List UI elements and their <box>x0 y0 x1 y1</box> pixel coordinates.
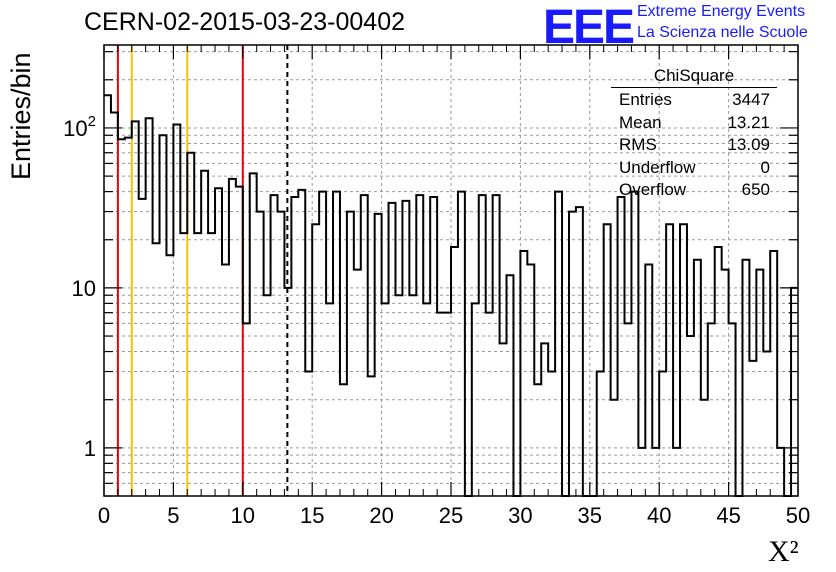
stats-row-entries: Entries 3447 <box>611 90 777 113</box>
x-tick-label: 5 <box>167 503 179 528</box>
x-tick-label: 45 <box>716 503 740 528</box>
histogram-outline <box>104 94 798 497</box>
stats-value: 13.21 <box>727 112 770 132</box>
x-tick-label: 10 <box>231 503 255 528</box>
x-tick-label: 0 <box>98 503 110 528</box>
stats-row-rms: RMS 13.09 <box>611 135 777 158</box>
x-tick-label: 40 <box>647 503 671 528</box>
stats-box: ChiSquare Entries 3447 Mean 13.21 RMS 13… <box>611 66 777 203</box>
stats-value: 13.09 <box>727 135 770 154</box>
stats-row-mean: Mean 13.21 <box>611 113 777 136</box>
stats-value: 0 <box>760 157 770 177</box>
chart-title: CERN-02-2015-03-23-00402 <box>84 8 406 36</box>
y-tick-label: 10 <box>72 276 96 301</box>
stats-label: RMS <box>619 135 657 154</box>
stats-label: Overflow <box>619 180 687 199</box>
x-tick-label: 30 <box>508 503 532 528</box>
y-axis-ticks: 1 10 102 <box>63 51 798 497</box>
x-axis-ticks: 0 5 10 15 20 25 30 35 40 45 50 <box>98 45 810 528</box>
stats-label: Underflow <box>619 157 696 177</box>
stats-row-underflow: Underflow 0 <box>611 158 777 181</box>
stats-value: 3447 <box>732 90 770 109</box>
logo-subtitle-2: La Scienza nelle Scuole <box>637 24 808 41</box>
grid-lines <box>104 45 798 497</box>
eee-logo: EEE <box>543 1 635 54</box>
stats-label: Mean <box>619 112 662 132</box>
x-tick-label: 35 <box>578 503 602 528</box>
logo-subtitle-1: Extreme Energy Events <box>637 3 806 20</box>
y-tick-label: 102 <box>63 113 96 141</box>
x-axis-label: X² <box>768 535 799 568</box>
x-tick-label: 20 <box>369 503 393 528</box>
x-tick-label: 15 <box>300 503 324 528</box>
x-tick-label: 25 <box>439 503 463 528</box>
vertical-marker-lines <box>116 45 289 496</box>
y-axis-label: Entries/bin <box>6 52 36 180</box>
stats-row-overflow: Overflow 650 <box>611 180 777 203</box>
stats-title: ChiSquare <box>611 66 777 88</box>
y-tick-label: 1 <box>84 436 96 461</box>
stats-value: 650 <box>741 180 770 199</box>
stats-label: Entries <box>619 90 672 109</box>
x-tick-label: 50 <box>786 503 810 528</box>
